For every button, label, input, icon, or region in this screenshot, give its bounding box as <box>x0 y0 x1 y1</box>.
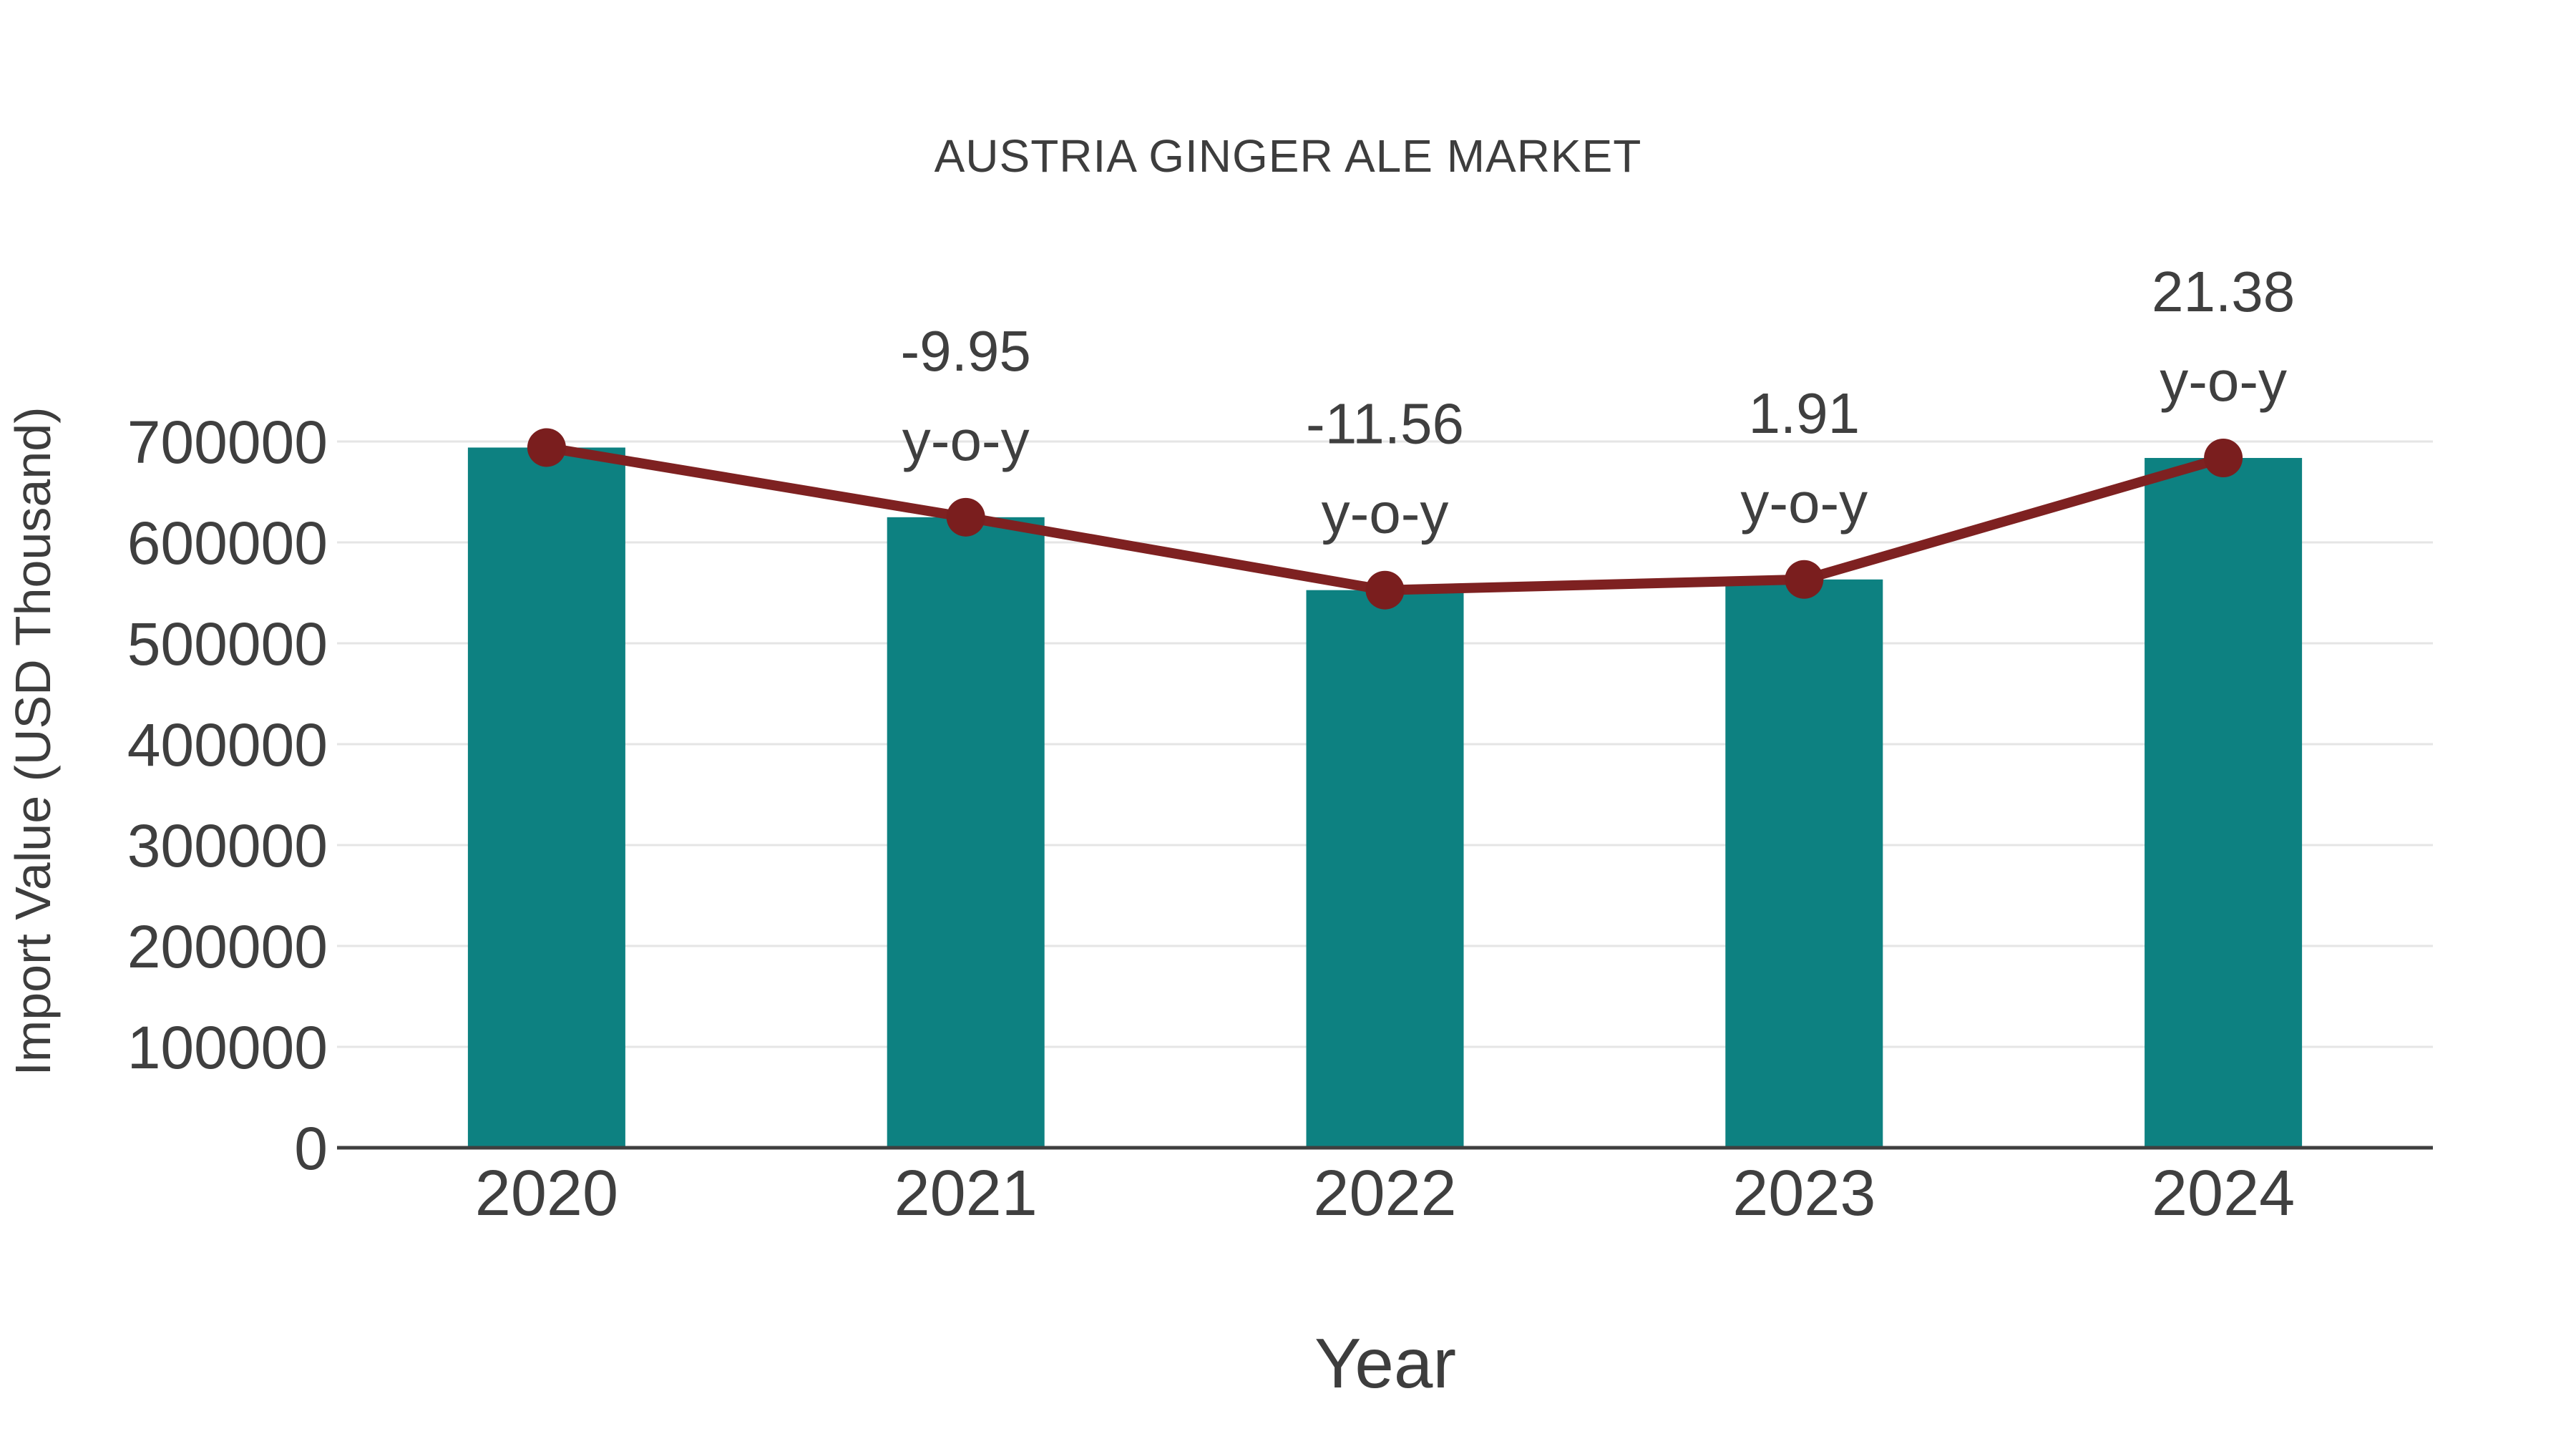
y-tick-label-700000: 700000 <box>127 409 328 476</box>
y-tick-label-300000: 300000 <box>127 812 328 879</box>
yoy-marker-2023 <box>1785 560 1824 599</box>
y-tick-label-0: 0 <box>294 1115 328 1182</box>
x-tick-label-2024: 2024 <box>2152 1158 2295 1229</box>
annotation-2021-line1: -9.95 <box>901 319 1031 383</box>
yoy-marker-2020 <box>527 428 566 467</box>
yoy-marker-2021 <box>946 497 985 537</box>
y-tick-label-200000: 200000 <box>127 913 328 980</box>
bar-2020 <box>467 447 625 1148</box>
x-tick-label-2021: 2021 <box>894 1158 1038 1229</box>
annotation-2022-line2: y-o-y <box>1322 482 1449 545</box>
annotation-2024-line1: 21.38 <box>2152 260 2295 323</box>
bar-2024 <box>2145 457 2303 1148</box>
yoy-marker-2024 <box>2204 438 2243 477</box>
x-tick-label-2022: 2022 <box>1313 1158 1456 1229</box>
yoy-marker-2022 <box>1365 570 1405 610</box>
annotation-2023-line1: 1.91 <box>1748 381 1860 445</box>
annotation-2023-line2: y-o-y <box>1740 471 1868 535</box>
x-tick-label-2023: 2023 <box>1732 1158 1875 1229</box>
annotation-2022-line1: -11.56 <box>1306 392 1464 456</box>
bar-2023 <box>1725 579 1883 1148</box>
y-tick-label-500000: 500000 <box>127 610 328 678</box>
y-tick-label-100000: 100000 <box>127 1014 328 1081</box>
y-tick-label-600000: 600000 <box>127 509 328 577</box>
annotation-2024-line2: y-o-y <box>2160 349 2287 413</box>
bar-2022 <box>1306 590 1464 1148</box>
y-tick-label-400000: 400000 <box>127 711 328 779</box>
chart-title: AUSTRIA GINGER ALE MARKET <box>934 130 1642 182</box>
x-axis-title: Year <box>1314 1324 1457 1402</box>
bar-2021 <box>887 517 1045 1148</box>
annotation-2021-line2: y-o-y <box>902 409 1030 472</box>
x-tick-label-2020: 2020 <box>475 1158 618 1229</box>
